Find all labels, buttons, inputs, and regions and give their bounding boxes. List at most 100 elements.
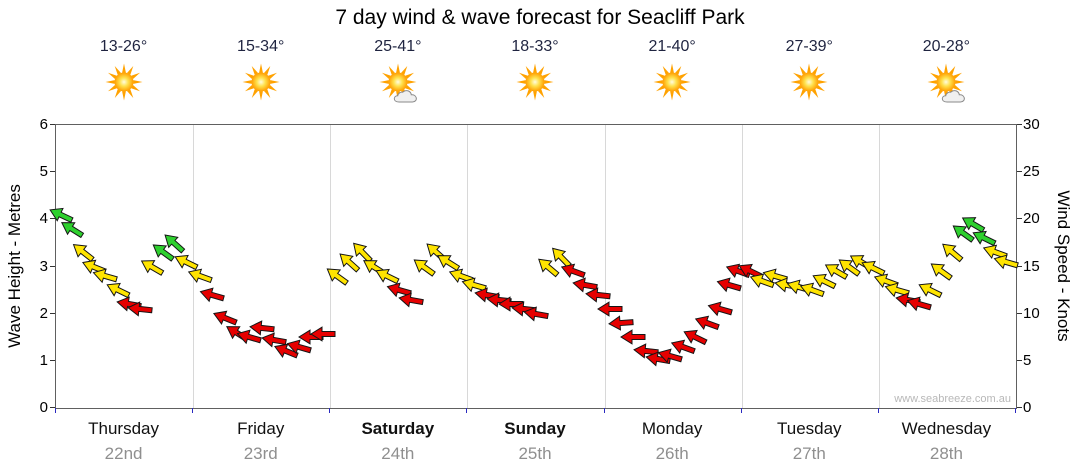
- bottom-axis-tick: [466, 408, 468, 413]
- day-date-label: 23rd: [243, 444, 278, 463]
- sun-icon: [512, 63, 558, 105]
- wind-arrow: [460, 274, 489, 297]
- wind-arrow: [57, 215, 88, 242]
- left-axis-tick-label: 1: [39, 351, 48, 369]
- wind-arrow: [546, 242, 576, 272]
- day-date-label: 28th: [929, 444, 963, 463]
- right-axis-title: Wind Speed - Knots: [1054, 190, 1073, 342]
- right-axis-tick: [1017, 218, 1022, 220]
- wind-arrow: [705, 298, 734, 321]
- wind-arrow: [433, 248, 464, 275]
- left-axis-tick: [50, 218, 55, 220]
- wind-arrow: [597, 301, 623, 317]
- bottom-axis-tick: [603, 408, 605, 413]
- day-gridline: [467, 125, 469, 408]
- sun-cloud-icon: [375, 63, 421, 105]
- right-axis-tick: [1017, 407, 1022, 408]
- wind-arrow: [735, 258, 765, 284]
- wind-arrow: [809, 268, 839, 294]
- right-axis-tick-label: 0: [1023, 399, 1032, 416]
- wind-arrow: [680, 324, 710, 350]
- wind-arrow: [322, 262, 352, 290]
- wind-arrow: [68, 238, 98, 267]
- left-axis-tick-label: 5: [39, 163, 48, 181]
- left-axis-tick-label: 3: [39, 257, 48, 275]
- bottom-axis-tick: [877, 408, 879, 413]
- wind-arrow: [882, 279, 911, 302]
- left-axis-tick: [50, 124, 55, 125]
- wind-arrow: [632, 342, 660, 361]
- day-header: 27-39°: [741, 38, 878, 105]
- wind-arrow: [334, 247, 364, 276]
- day-date-label: 25th: [518, 444, 552, 463]
- wind-arrow: [260, 330, 288, 350]
- wind-arrow: [904, 293, 933, 316]
- wind-arrow: [858, 255, 888, 281]
- left-axis-tick-label: 4: [39, 210, 48, 228]
- wind-arrow: [833, 252, 863, 280]
- day-header: 13-26°: [55, 38, 192, 105]
- wind-arrow: [384, 279, 413, 302]
- day-name-label: Tuesday: [776, 419, 842, 438]
- wind-arrow: [137, 253, 168, 280]
- day-name-label: Friday: [237, 419, 285, 438]
- right-axis-tick-label: 15: [1023, 257, 1040, 275]
- temperature-range-label: 13-26°: [99, 38, 148, 55]
- wind-arrow: [936, 238, 966, 267]
- wind-arrow: [668, 335, 698, 359]
- wind-arrow: [103, 277, 133, 303]
- temperature-range-label: 21-40°: [648, 38, 696, 55]
- wind-arrow: [126, 300, 154, 319]
- right-axis-tick: [1017, 359, 1022, 361]
- left-axis-tick: [50, 407, 55, 408]
- right-axis-tick-label: 25: [1023, 163, 1040, 181]
- wind-arrow: [235, 326, 264, 349]
- day-date-label: 22nd: [104, 444, 143, 463]
- right-axis-tick-label: 30: [1023, 116, 1040, 133]
- day-header: 18-33°: [466, 38, 603, 105]
- day-date-label: 27th: [792, 444, 826, 463]
- right-axis-tick: [1017, 171, 1022, 173]
- left-axis-tick: [50, 359, 55, 361]
- day-header: 21-40°: [604, 38, 741, 105]
- day-name-label: Thursday: [88, 419, 159, 438]
- wind-arrow: [46, 202, 76, 227]
- wind-arrow: [347, 237, 377, 267]
- day-headers: 13-26° 15-34° 25-41° 18-33° 21-40° 27-39° 20-2…: [55, 38, 1015, 105]
- wind-arrow: [797, 278, 827, 302]
- wind-arrow: [558, 259, 588, 283]
- wind-arrow: [91, 265, 120, 288]
- left-axis-tick: [50, 312, 55, 314]
- day-name-label: Wednesday: [901, 419, 992, 438]
- wind-arrow: [198, 284, 227, 307]
- left-axis-tick: [50, 171, 55, 173]
- wind-arrow: [969, 225, 999, 251]
- wind-arrow: [533, 252, 563, 281]
- sun-icon: [649, 63, 695, 105]
- page-title: 7 day wind & wave forecast for Seacliff …: [335, 6, 745, 29]
- wind-arrow: [620, 329, 646, 345]
- day-header: 25-41°: [329, 38, 466, 105]
- bottom-axis-tick: [329, 408, 331, 413]
- temperature-range-label: 15-34°: [237, 38, 285, 55]
- day-date-row: 22nd 23rd 24th 25th 26th 27th 28th: [55, 444, 1015, 464]
- right-axis-tick: [1017, 124, 1022, 125]
- wind-arrow: [159, 228, 189, 257]
- day-gridline: [330, 125, 332, 408]
- bottom-axis-tick: [1015, 408, 1016, 413]
- wind-arrow: [171, 249, 201, 275]
- left-axis-tick-label: 0: [39, 399, 48, 416]
- day-gridline: [604, 125, 606, 408]
- wind-arrow: [571, 275, 599, 295]
- wind-arrow: [692, 311, 722, 335]
- plot-area: www.seabreeze.com.au: [49, 124, 1020, 409]
- left-axis-tick-label: 2: [39, 304, 48, 322]
- wind-arrow: [397, 289, 425, 309]
- right-axis-tick-label: 5: [1023, 351, 1032, 369]
- temperature-range-label: 20-28°: [922, 38, 971, 55]
- temperature-range-label: 27-39°: [785, 38, 833, 55]
- wind-arrow: [185, 264, 215, 288]
- wind-arrow: [656, 345, 685, 368]
- wind-arrow: [871, 269, 901, 293]
